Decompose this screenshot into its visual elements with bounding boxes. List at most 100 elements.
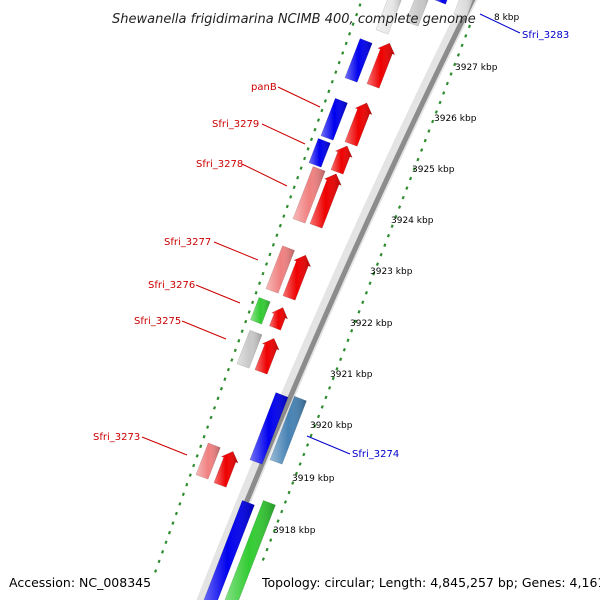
outer-ring-dot [335, 367, 339, 371]
inner-ring-dot [271, 243, 275, 247]
inner-ring-dot [181, 492, 185, 497]
connector-sfri-3278 [241, 163, 288, 187]
gene-red-5[interactable] [282, 254, 312, 301]
outer-ring-dot [445, 81, 449, 86]
outer-ring-dot [379, 252, 383, 257]
outer-ring-dot [302, 452, 306, 457]
gene-gray-top[interactable] [453, 0, 474, 19]
inner-ring-dot [206, 425, 210, 429]
gene-labels: Sfri_3283 panB Sfri_3279 Sfri_3278 Sfri_… [93, 30, 569, 460]
inner-ring-dot [237, 339, 241, 343]
outer-ring-dot [313, 424, 317, 428]
gene-gray-sfri-3275[interactable] [236, 329, 263, 369]
outer-ring-dot [442, 91, 446, 95]
gene-green-sfri-3276[interactable] [250, 297, 271, 325]
gene-blue-1[interactable] [344, 38, 373, 83]
gene-blue-top[interactable] [434, 0, 450, 5]
gene-steelblue-sfri-3274[interactable] [269, 395, 307, 465]
outer-ring-dot [328, 386, 332, 390]
inner-ring-dot [313, 127, 317, 132]
gene-blue-5[interactable] [201, 500, 255, 600]
outer-ring-dot [416, 157, 420, 162]
inner-tick-ring [154, 3, 362, 573]
outer-ring-dot [464, 34, 468, 38]
inner-ring-dot [257, 281, 262, 286]
inner-ring-dot [192, 463, 196, 468]
gene-green-2[interactable] [222, 500, 276, 600]
gene-blue-2[interactable] [320, 97, 348, 141]
gene-red-3[interactable] [330, 145, 353, 175]
gene-label-sfri-3273[interactable]: Sfri_3273 [93, 432, 140, 443]
gene-label-sfri-3283[interactable]: Sfri_3283 [522, 30, 569, 41]
inner-ring-dot [223, 377, 227, 381]
gene-pink-sfri-3273[interactable] [195, 442, 221, 480]
inner-ring-dot [358, 3, 362, 7]
outer-ring-dot [294, 471, 299, 476]
gene-gray-2[interactable] [405, 0, 433, 27]
outer-ring-dot [449, 72, 453, 76]
gene-label-sfri-3279[interactable]: Sfri_3279 [212, 119, 259, 130]
gene-red-4[interactable] [309, 173, 342, 229]
inner-ring-dot [282, 214, 286, 218]
gene-label-sfri-3275[interactable]: Sfri_3275 [134, 316, 181, 327]
inner-ring-dot [154, 569, 158, 573]
inner-ring-dot [285, 204, 289, 209]
gene-light-1[interactable] [375, 0, 403, 35]
outer-ring-dot [394, 214, 398, 219]
outer-ring-dot [375, 262, 380, 267]
tick-label-3926: 3926 kbp [434, 114, 477, 124]
inner-ring-dot [212, 406, 217, 410]
gene-label-sfri-3276[interactable]: Sfri_3276 [148, 280, 195, 291]
outer-ring-dot [269, 538, 273, 542]
inner-ring-dot [219, 386, 224, 391]
gene-label-panB[interactable]: panB [251, 82, 277, 93]
inner-ring-dot [334, 70, 338, 74]
inner-ring-dot [254, 291, 258, 295]
inner-ring-dot [320, 108, 324, 113]
accession-text: Accession: NC_008345 [9, 575, 151, 590]
connector-sfri-3277 [213, 241, 259, 261]
outer-ring-dot [434, 110, 438, 114]
gene-label-sfri-3278[interactable]: Sfri_3278 [196, 159, 243, 170]
gene-blue-3[interactable] [308, 138, 331, 168]
outer-ring-dot [298, 462, 302, 466]
inner-ring-dot [233, 348, 237, 353]
inner-ring-dot [261, 271, 265, 276]
tick-label-3920: 3920 kbp [310, 421, 353, 431]
inner-ring-dot [164, 540, 168, 545]
gene-pink-1[interactable] [292, 166, 326, 224]
inner-ring-dot [247, 310, 251, 314]
outer-ring-dot [423, 138, 427, 143]
connector-sfri-3275 [181, 320, 227, 340]
connector-panB [277, 86, 321, 108]
outer-ring-dot [265, 547, 269, 552]
outer-ring-dot [456, 53, 461, 57]
gene-red-6[interactable] [269, 307, 289, 331]
inner-ring-dot [330, 79, 334, 84]
inner-ring-dot [244, 319, 248, 324]
gene-label-sfri-3277[interactable]: Sfri_3277 [164, 237, 211, 248]
gene-blue-4[interactable] [249, 392, 289, 465]
connector-sfri-3283 [479, 13, 521, 34]
map-title: Shewanella frigidimarina NCIMB 400, comp… [112, 12, 476, 27]
inner-ring-dot [296, 175, 300, 180]
gene-pink-sfri-3277[interactable] [265, 245, 295, 294]
outer-tick-ring [261, 24, 472, 561]
inner-ring-dot [167, 530, 172, 535]
outer-ring-dot [357, 309, 361, 314]
gene-red-1[interactable] [366, 42, 396, 89]
outer-ring-dot [431, 119, 435, 124]
outer-ring-dot [324, 395, 328, 400]
outer-ring-dot [361, 300, 365, 305]
tick-label-8: 8 kbp [494, 13, 520, 23]
gene-red-2[interactable] [344, 102, 373, 147]
inner-ring-dot [306, 147, 310, 151]
gene-red-8[interactable] [213, 451, 239, 488]
gene-label-sfri-3274[interactable]: Sfri_3274 [352, 449, 399, 460]
label-connectors [141, 13, 521, 456]
outer-ring-dot [386, 233, 391, 238]
outer-ring-dot [412, 167, 416, 171]
inner-ring-dot [157, 559, 161, 564]
gene-red-7[interactable] [254, 338, 280, 375]
outer-ring-dot [276, 519, 280, 523]
